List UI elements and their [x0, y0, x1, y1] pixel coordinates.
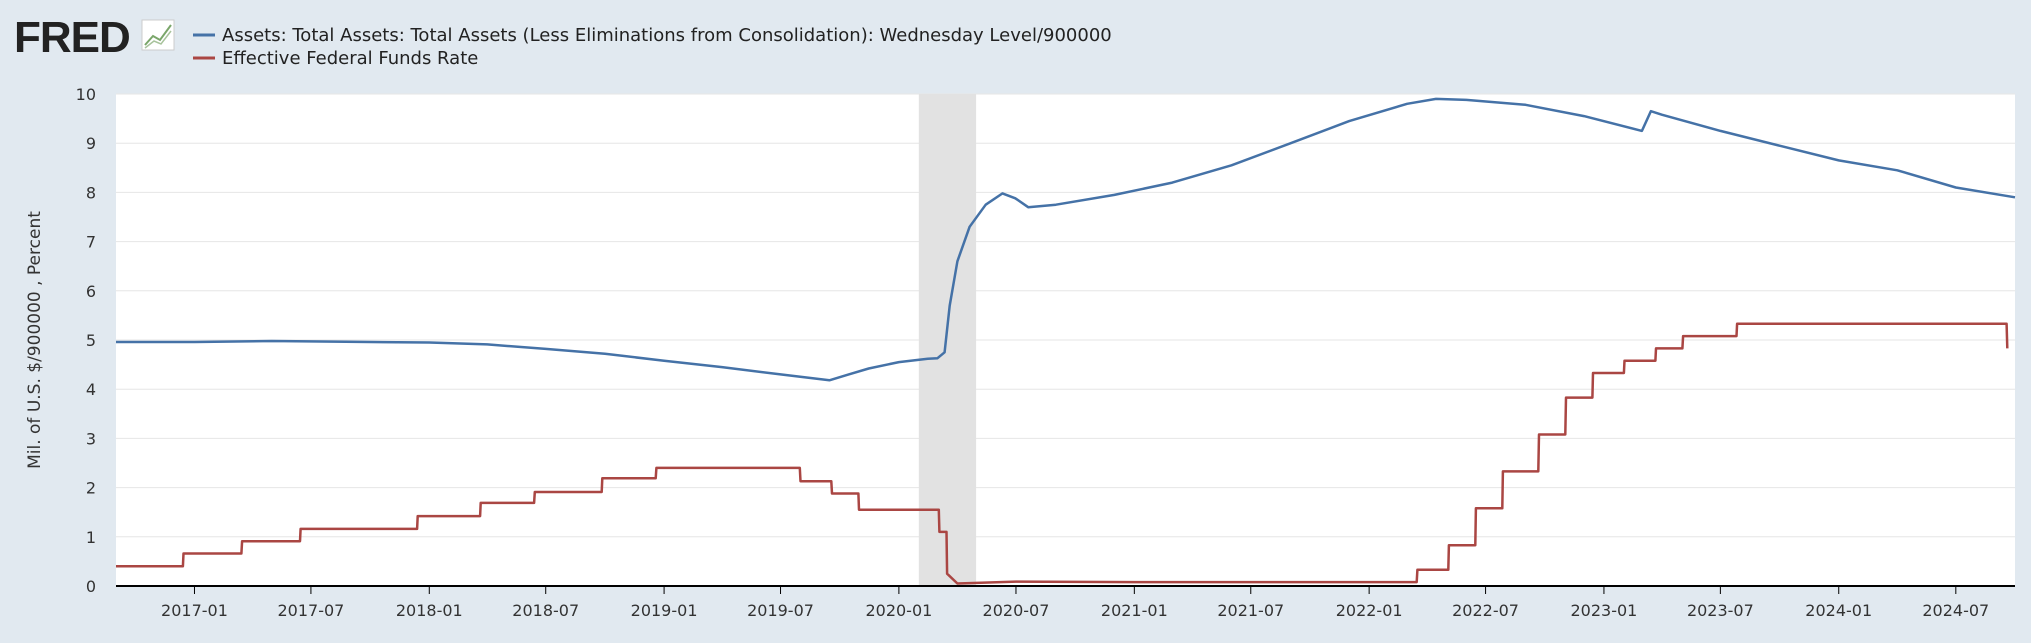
- y-tick-label: 3: [86, 429, 96, 448]
- y-tick-label: 7: [86, 233, 96, 252]
- y-tick-label: 6: [86, 282, 96, 301]
- recession-shading: [918, 94, 977, 586]
- y-tick-label: 5: [86, 331, 96, 350]
- y-tick-label: 8: [86, 183, 96, 202]
- x-tick-label: 2024-01: [1805, 601, 1872, 620]
- y-tick-label: 1: [86, 528, 96, 547]
- x-tick-label: 2023-01: [1571, 601, 1638, 620]
- series-line-assets: [116, 97, 2016, 382]
- recession-band: [918, 94, 977, 586]
- x-tick-label: 2017-07: [277, 601, 344, 620]
- x-tick-label: 2022-07: [1452, 601, 1519, 620]
- x-tick-label: 2020-07: [983, 601, 1050, 620]
- y-tick-label: 4: [86, 380, 96, 399]
- y-tick-label: 2: [86, 479, 96, 498]
- x-tick-label: 2018-01: [396, 601, 463, 620]
- y-tick-labels: 0 1 2 3 4 5 6 7 8 9 10: [76, 85, 96, 596]
- series-lines: [116, 97, 2016, 585]
- fred-logo: FRED: [14, 13, 175, 62]
- y-tick-label: 10: [76, 85, 96, 104]
- fred-logo-text: FRED: [14, 13, 130, 62]
- gridlines: [116, 93, 2015, 538]
- x-tick-labels: 2017-01 2017-07 2018-01 2018-07 2019-01 2019-…: [161, 586, 1989, 620]
- x-tick-label: 2024-07: [1922, 601, 1989, 620]
- x-tick-label: 2022-01: [1336, 601, 1403, 620]
- y-axis-label: Mil. of U.S. $/900000 , Percent: [25, 211, 45, 469]
- x-tick-label: 2017-01: [161, 601, 228, 620]
- x-tick-label: 2019-01: [631, 601, 698, 620]
- x-tick-label: 2020-01: [865, 601, 932, 620]
- x-tick-label: 2021-01: [1101, 601, 1168, 620]
- x-tick-label: 2023-07: [1687, 601, 1754, 620]
- legend-label-fedfunds: Effective Federal Funds Rate: [222, 48, 478, 69]
- y-tick-label: 0: [86, 577, 96, 596]
- fred-chart-icon: [141, 19, 175, 51]
- legend-label-assets: Assets: Total Assets: Total Assets (Less…: [222, 25, 1112, 46]
- chart-legend: Assets: Total Assets: Total Assets (Less…: [193, 25, 1112, 69]
- x-tick-label: 2018-07: [512, 601, 579, 620]
- x-tick-label: 2021-07: [1217, 601, 1284, 620]
- y-tick-label: 9: [86, 134, 96, 153]
- series-line-fedfunds: [116, 322, 2009, 585]
- x-tick-label: 2019-07: [747, 601, 814, 620]
